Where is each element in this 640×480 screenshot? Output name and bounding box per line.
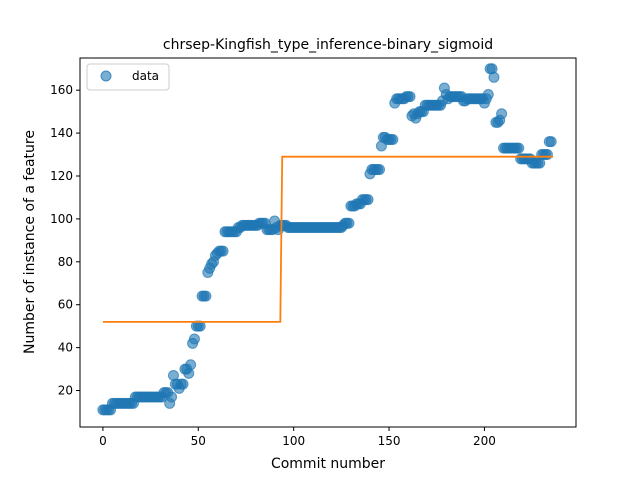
y-tick-label: 100 (50, 212, 73, 226)
y-tick-label: 140 (50, 126, 73, 140)
legend-box (86, 63, 170, 91)
x-tick-label: 0 (99, 434, 107, 448)
chart-title: chrsep-Kingfish_type_inference-binary_si… (163, 37, 493, 53)
y-tick-label: 120 (50, 169, 73, 183)
data-point (545, 136, 557, 148)
x-tick-label: 150 (378, 434, 401, 448)
data-point (374, 164, 386, 176)
fit-line (102, 155, 554, 323)
y-axis-label: Number of instance of a feature (22, 130, 38, 354)
data-point (541, 149, 553, 161)
data-point (188, 333, 200, 345)
axes-frame (79, 57, 577, 428)
legend: data (86, 63, 170, 91)
data-point (513, 142, 525, 154)
data-point (177, 378, 189, 390)
y-tick-label: 20 (58, 384, 73, 398)
plot-area (97, 63, 557, 416)
y-tick-label: 160 (50, 83, 73, 97)
data-point (343, 217, 355, 229)
y-tick-label: 60 (58, 298, 73, 312)
y-tick-label: 40 (58, 341, 73, 355)
data-point (387, 134, 399, 146)
x-tick-label: 200 (473, 434, 496, 448)
x-tick-label: 100 (282, 434, 305, 448)
data-point (185, 359, 197, 371)
x-axis: 0 50 100 150 200 (99, 427, 496, 448)
data-point (496, 108, 508, 120)
x-tick-label: 50 (191, 434, 206, 448)
data-point (482, 88, 494, 100)
data-point (200, 290, 212, 302)
y-axis: 20 40 60 80 100 120 140 160 (50, 83, 80, 398)
data-point (217, 245, 229, 257)
legend-marker-data (100, 70, 112, 82)
data-point (362, 194, 374, 206)
x-axis-label: Commit number (271, 456, 385, 472)
y-tick-label: 80 (58, 255, 73, 269)
data-point (166, 391, 178, 403)
data-point (488, 71, 500, 83)
legend-label-data: data (132, 69, 159, 83)
data-point (404, 91, 416, 103)
